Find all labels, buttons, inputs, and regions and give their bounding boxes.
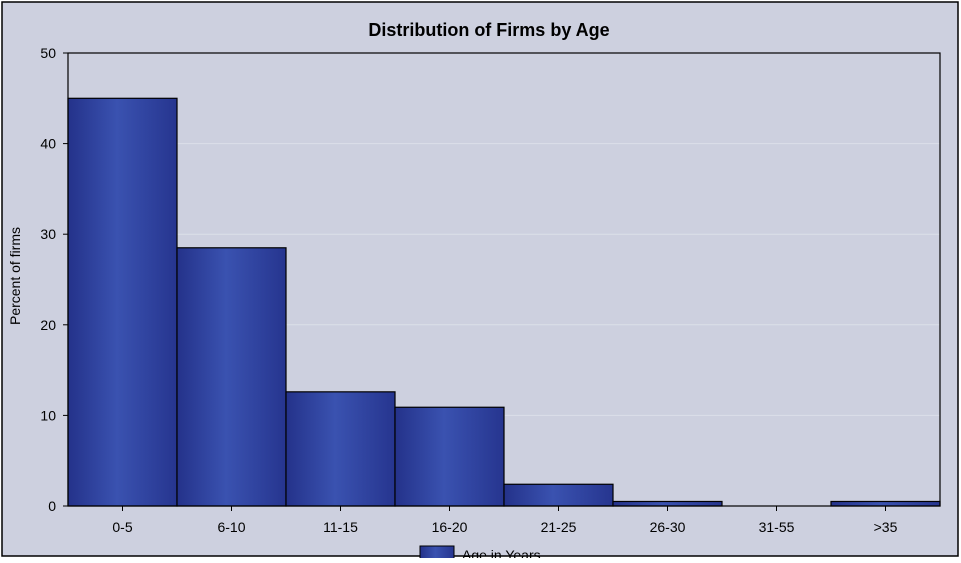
legend: Age in Years	[419, 545, 541, 563]
y-tick-label: 10	[40, 407, 56, 423]
bar	[67, 97, 178, 507]
x-tick-label: 31-55	[759, 519, 795, 535]
y-tick-label: 40	[40, 136, 56, 152]
legend-swatch	[419, 545, 455, 561]
x-tick-label: 21-25	[541, 519, 577, 535]
bar	[612, 500, 723, 507]
plot-frame	[67, 52, 941, 507]
legend-label: Age in Years	[462, 547, 541, 558]
y-tick-label: 30	[40, 226, 56, 242]
x-tick-label: 11-15	[323, 519, 358, 535]
y-tick-label: 20	[40, 317, 56, 333]
y-tick-label: 50	[40, 45, 56, 61]
chart-title: Distribution of Firms by Age	[368, 20, 609, 40]
x-axis: 0-5 6-10 11-15 16-20 21-25 26-30 31-55 >35	[112, 506, 898, 535]
y-axis-label: Percent of firms	[7, 227, 23, 325]
bar	[503, 483, 614, 507]
x-tick-label: 0-5	[112, 519, 132, 535]
x-tick-label: 6-10	[217, 519, 245, 535]
y-tick-label: 0	[48, 498, 56, 514]
bar	[176, 247, 287, 507]
bar	[394, 406, 505, 507]
bar	[285, 391, 396, 507]
x-tick-label: >35	[874, 519, 898, 535]
bar	[830, 500, 941, 507]
x-tick-label: 16-20	[432, 519, 468, 535]
x-tick-label: 26-30	[650, 519, 686, 535]
bars-layer	[67, 97, 941, 507]
y-axis: 0 10 20 30 40 50	[40, 45, 68, 514]
